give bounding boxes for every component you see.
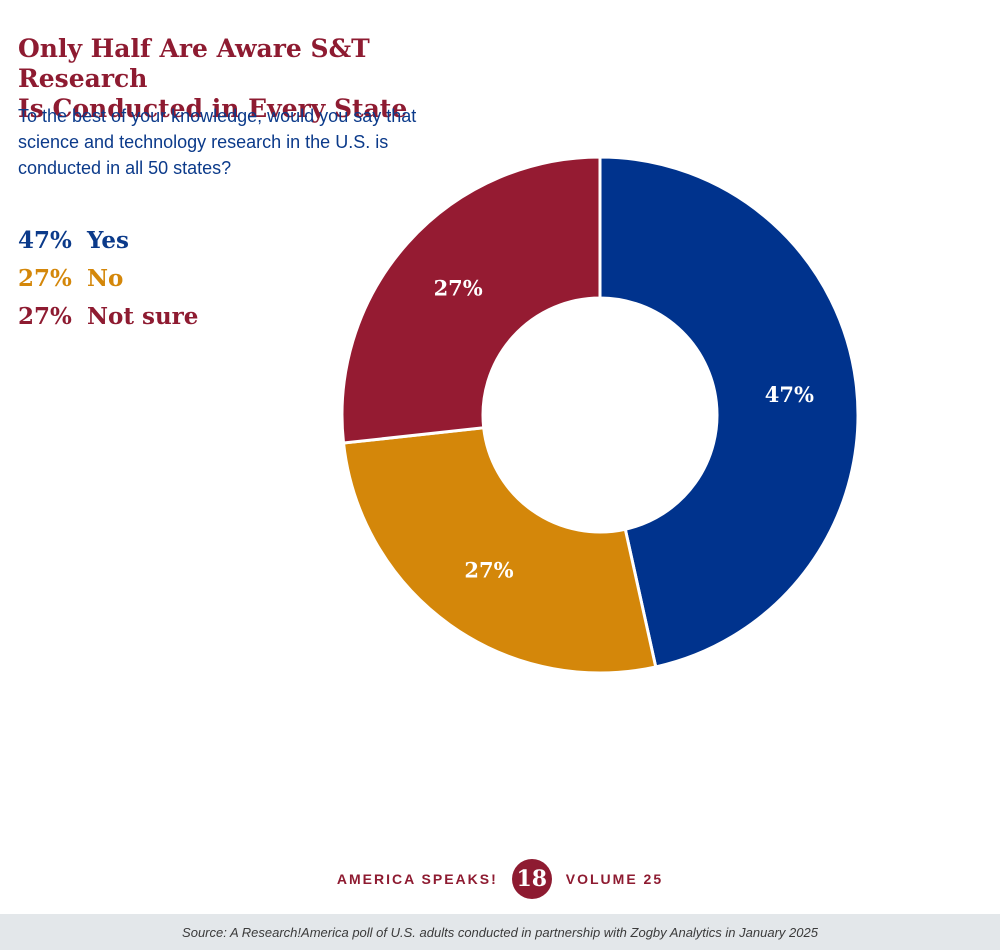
legend-pct-yes: 47% bbox=[18, 227, 72, 254]
volume-label: VOLUME 25 bbox=[565, 871, 664, 887]
slice-label-yes: 47% bbox=[765, 382, 814, 407]
page-footer: AMERICA SPEAKS! 18 VOLUME 25 bbox=[0, 855, 1000, 903]
survey-question-line-3: conducted in all 50 states? bbox=[18, 158, 232, 178]
legend-item-not-sure: 27% Not sure bbox=[18, 298, 198, 336]
chart-title: Only Half Are Aware S&T Research Is Cond… bbox=[18, 34, 488, 124]
survey-question: To the best of your knowledge, would you… bbox=[18, 103, 448, 181]
survey-question-line-2: science and technology research in the U… bbox=[18, 132, 389, 152]
slice-label-not-sure: 27% bbox=[434, 275, 483, 300]
legend-label-not-sure: Not sure bbox=[87, 303, 199, 330]
chart-title-line-1: Only Half Are Aware S&T Research bbox=[18, 34, 370, 93]
source-note: Source: A Research!America poll of U.S. … bbox=[182, 924, 818, 940]
donut-chart: 47% 27% 27% bbox=[320, 140, 880, 700]
donut-chart-svg: 47% 27% 27% bbox=[340, 155, 860, 675]
publication-name: AMERICA SPEAKS! bbox=[336, 871, 498, 887]
source-bar: Source: A Research!America poll of U.S. … bbox=[0, 914, 1000, 950]
legend-item-yes: 47% Yes bbox=[18, 222, 198, 260]
survey-question-line-1: To the best of your knowledge, would you… bbox=[18, 106, 417, 126]
legend-label-yes: Yes bbox=[87, 227, 130, 254]
chart-title-line-2: Is Conducted in Every State bbox=[18, 94, 408, 123]
donut-slice-not-sure bbox=[340, 155, 602, 445]
legend-pct-not-sure: 27% bbox=[18, 303, 72, 330]
donut-slice-no bbox=[341, 426, 658, 675]
legend-pct-no: 27% bbox=[18, 265, 72, 292]
page-number-badge: 18 bbox=[511, 859, 552, 899]
slice-label-no: 27% bbox=[464, 557, 513, 582]
donut-slice-yes bbox=[598, 155, 860, 669]
legend: 47% Yes 27% No 27% Not sure bbox=[18, 222, 198, 336]
legend-item-no: 27% No bbox=[18, 260, 198, 298]
legend-label-no: No bbox=[87, 265, 124, 292]
